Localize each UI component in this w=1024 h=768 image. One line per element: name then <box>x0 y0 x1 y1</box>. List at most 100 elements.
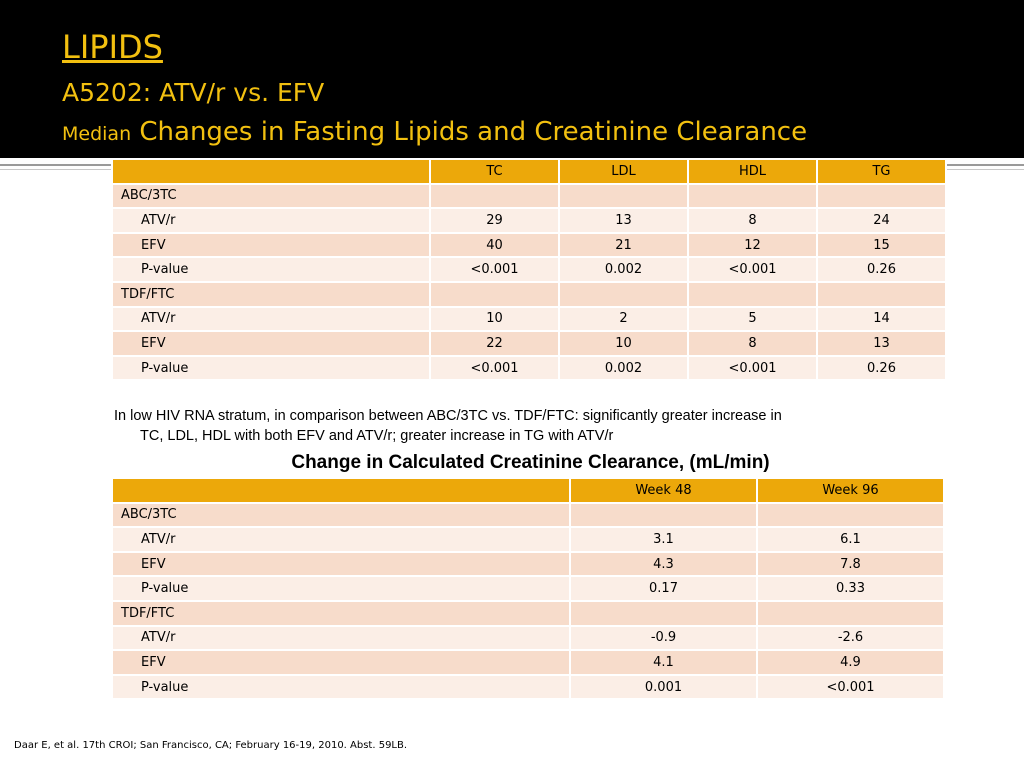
table-cell: 7.8 <box>756 550 945 578</box>
table-cell: 10 <box>429 305 560 333</box>
table-cell: 0.17 <box>569 575 758 602</box>
table-cell: 4.9 <box>756 649 945 676</box>
table-row: EFV 22 10 8 13 <box>111 330 947 357</box>
table-cell: 2 <box>558 305 689 333</box>
table-row: ATV/r -0.9 -2.6 <box>111 624 945 652</box>
subtitle-rest: Changes in Fasting Lipids and Creatinine… <box>139 117 808 147</box>
table-cell: <0.001 <box>687 256 818 283</box>
slide-title: LIPIDS <box>62 28 163 66</box>
row-label: EFV <box>111 330 431 357</box>
row-label: P-value <box>111 354 431 382</box>
table-cell <box>756 599 945 627</box>
header-cell: TG <box>816 158 947 185</box>
table-cell <box>429 280 560 308</box>
table-cell: <0.001 <box>687 354 818 382</box>
table-row: ABC/3TC <box>111 182 947 210</box>
row-label: TDF/FTC <box>111 599 571 627</box>
table-cell: 40 <box>429 231 560 259</box>
row-label: EFV <box>111 550 571 578</box>
table-cell: 14 <box>816 305 947 333</box>
table-header-row: Week 48 Week 96 <box>111 477 945 504</box>
table-cell <box>687 182 818 210</box>
lipids-table: TC LDL HDL TG ABC/3TC ATV/r 29 13 8 24 E… <box>111 158 947 382</box>
table-cell: 13 <box>816 330 947 357</box>
header-cell: HDL <box>687 158 818 185</box>
table-row: P-value <0.001 0.002 <0.001 0.26 <box>111 256 947 283</box>
table-row: EFV 40 21 12 15 <box>111 231 947 259</box>
table-cell <box>429 182 560 210</box>
row-label: P-value <box>111 575 571 602</box>
table-header-row: TC LDL HDL TG <box>111 158 947 185</box>
header-cell: Week 48 <box>569 477 758 504</box>
slide-subtitle: Median Changes in Fasting Lipids and Cre… <box>62 117 807 147</box>
table-row: ATV/r 29 13 8 24 <box>111 207 947 234</box>
table-cell <box>816 182 947 210</box>
table-cell: -2.6 <box>756 624 945 652</box>
header-cell: LDL <box>558 158 689 185</box>
table-cell: 3.1 <box>569 526 758 553</box>
table-cell: 4.3 <box>569 550 758 578</box>
note-line-2: TC, LDL, HDL with both EFV and ATV/r; gr… <box>140 428 614 444</box>
row-label: ABC/3TC <box>111 182 431 210</box>
table-cell: 6.1 <box>756 526 945 553</box>
subtitle-prefix: Median <box>62 123 132 145</box>
table-cell: <0.001 <box>756 673 945 701</box>
row-label: ATV/r <box>111 305 431 333</box>
table-cell: 0.002 <box>558 256 689 283</box>
table-cell <box>569 599 758 627</box>
slide-header: LIPIDS A5202: ATV/r vs. EFV Median Chang… <box>0 0 1024 158</box>
table-cell: -0.9 <box>569 624 758 652</box>
row-label: P-value <box>111 673 571 701</box>
table-cell: 10 <box>558 330 689 357</box>
table-cell <box>558 182 689 210</box>
table-row: EFV 4.3 7.8 <box>111 550 945 578</box>
header-cell <box>111 477 571 504</box>
row-label: ABC/3TC <box>111 501 571 529</box>
table-row: TDF/FTC <box>111 280 947 308</box>
row-label: EFV <box>111 231 431 259</box>
table-row: ATV/r 3.1 6.1 <box>111 526 945 553</box>
table-row: ABC/3TC <box>111 501 945 529</box>
table-cell: 22 <box>429 330 560 357</box>
row-label: ATV/r <box>111 207 431 234</box>
header-cell: TC <box>429 158 560 185</box>
table-cell: 24 <box>816 207 947 234</box>
table-cell <box>687 280 818 308</box>
table-row: P-value 0.001 <0.001 <box>111 673 945 701</box>
table-cell: 13 <box>558 207 689 234</box>
table-cell: 0.26 <box>816 256 947 283</box>
table-cell: 4.1 <box>569 649 758 676</box>
table-cell: 0.26 <box>816 354 947 382</box>
table-cell: 0.33 <box>756 575 945 602</box>
table-cell <box>816 280 947 308</box>
creatinine-title: Change in Calculated Creatinine Clearanc… <box>291 452 770 473</box>
table-cell: 5 <box>687 305 818 333</box>
table-cell: 15 <box>816 231 947 259</box>
table-row: EFV 4.1 4.9 <box>111 649 945 676</box>
study-title: A5202: ATV/r vs. EFV <box>62 78 325 107</box>
table-row: ATV/r 10 2 5 14 <box>111 305 947 333</box>
table-row: P-value 0.17 0.33 <box>111 575 945 602</box>
row-label: ATV/r <box>111 624 571 652</box>
citation-footnote: Daar E, et al. 17th CROI; San Francisco,… <box>14 740 408 751</box>
table-cell: 8 <box>687 330 818 357</box>
table-cell: <0.001 <box>429 256 560 283</box>
table-cell: 0.002 <box>558 354 689 382</box>
table-cell: 29 <box>429 207 560 234</box>
note-line-1: In low HIV RNA stratum, in comparison be… <box>114 408 782 424</box>
table-cell <box>756 501 945 529</box>
table-cell <box>569 501 758 529</box>
row-label: ATV/r <box>111 526 571 553</box>
row-label: TDF/FTC <box>111 280 431 308</box>
row-label: P-value <box>111 256 431 283</box>
header-cell <box>111 158 431 185</box>
table-cell: 0.001 <box>569 673 758 701</box>
table-row: TDF/FTC <box>111 599 945 627</box>
stratum-note: In low HIV RNA stratum, in comparison be… <box>114 406 934 446</box>
creatinine-table: Week 48 Week 96 ABC/3TC ATV/r 3.1 6.1 EF… <box>111 477 945 701</box>
table-cell: 21 <box>558 231 689 259</box>
table-cell: 12 <box>687 231 818 259</box>
table-row: P-value <0.001 0.002 <0.001 0.26 <box>111 354 947 382</box>
table-cell: 8 <box>687 207 818 234</box>
table-cell <box>558 280 689 308</box>
